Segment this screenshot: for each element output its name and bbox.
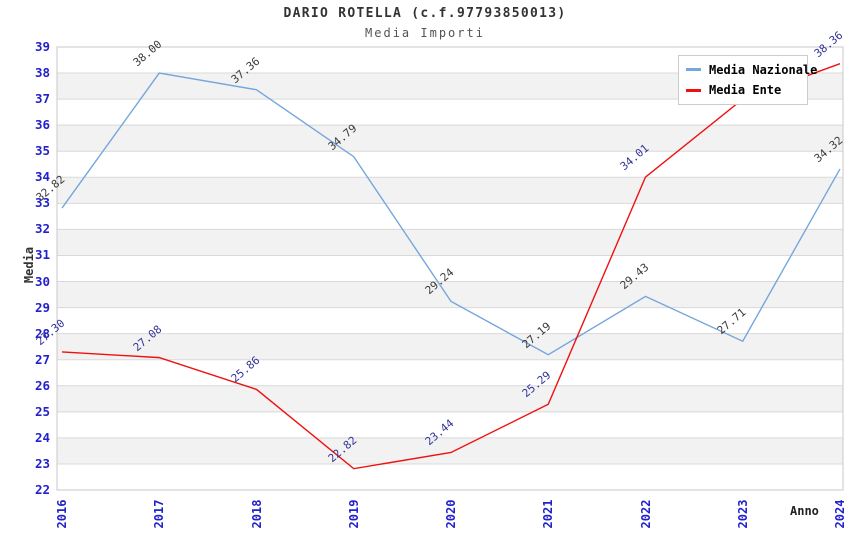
chart-subtitle: Media Importi bbox=[365, 26, 485, 40]
plot-band bbox=[57, 125, 843, 152]
legend-item-media-ente: Media Ente bbox=[686, 83, 807, 97]
media-ente-line-swatch bbox=[686, 88, 701, 92]
legend-label-media-ente: Media Ente bbox=[709, 83, 782, 98]
plot-band bbox=[57, 333, 843, 360]
legend-label-media-nazionale: Media Nazionale bbox=[709, 62, 818, 77]
plot-band bbox=[57, 281, 843, 308]
series-line-media-nazionale bbox=[61, 72, 841, 356]
plot-band bbox=[57, 437, 843, 464]
plot-band bbox=[57, 385, 843, 412]
plot-band bbox=[57, 177, 843, 204]
legend-item-media-nazionale: Media Nazionale bbox=[686, 63, 817, 77]
plot-band bbox=[57, 229, 843, 256]
plot-border bbox=[56, 46, 844, 491]
y-axis-title: Media bbox=[22, 246, 36, 284]
x-axis-title: Anno bbox=[790, 504, 819, 518]
series-line-media-ente bbox=[61, 63, 841, 470]
legend: Media Nazionale Media Ente bbox=[678, 55, 817, 105]
media-nazionale-line-swatch bbox=[686, 68, 701, 72]
chart-title: DARIO ROTELLA (c.f.97793850013) bbox=[283, 6, 567, 21]
